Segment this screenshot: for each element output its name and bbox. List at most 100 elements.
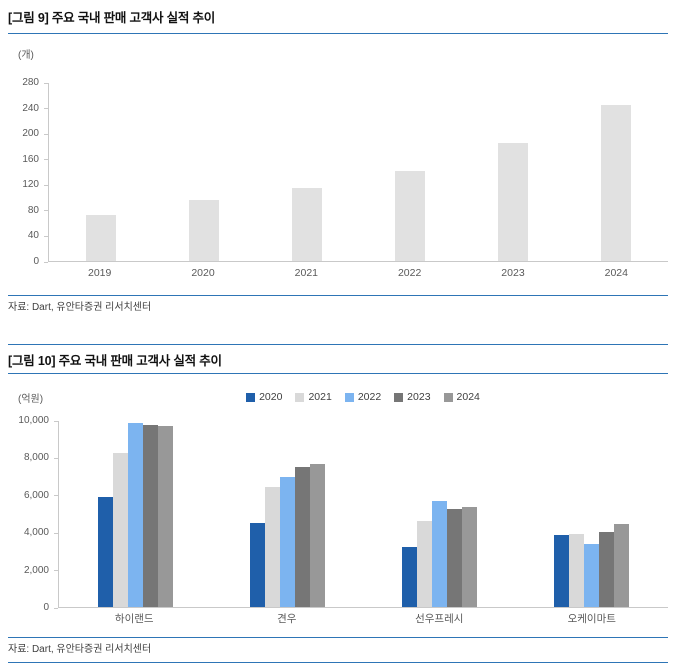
y-axis-tick-label: 160: [22, 153, 39, 165]
bar: [291, 187, 322, 261]
bar: [601, 105, 632, 261]
bar: [249, 523, 265, 607]
y-axis-tick-label: 280: [22, 77, 39, 88]
legend-swatch: [344, 392, 354, 402]
bar: [584, 543, 600, 607]
divider-line: [8, 373, 668, 374]
y-axis-tick: [54, 420, 58, 422]
y-axis: 0 2,000 4,000 6,000 8,000 10,000: [8, 415, 58, 613]
bar: [395, 170, 426, 261]
x-axis: 2019 2020 2021 2022 2023 2024: [48, 262, 668, 280]
y-axis-unit-label: (개): [18, 49, 34, 61]
bar-group: [516, 421, 668, 607]
figure10-section: [그림 10] 주요 국내 판매 고객사 실적 추이 (억원) 2020 2021…: [8, 353, 668, 663]
y-axis-tick: [44, 108, 48, 110]
y-axis-unit-label: (억원): [18, 393, 44, 405]
y-axis-tick: [44, 159, 48, 161]
bar: [402, 547, 418, 607]
y-axis-tick: [44, 133, 48, 135]
legend-label: 2021: [308, 391, 332, 403]
y-axis-tick-label: 10,000: [18, 415, 49, 426]
bar-group: [462, 83, 565, 261]
legend-label: 2024: [456, 391, 480, 403]
bar-group: [49, 83, 152, 261]
y-axis-tick-label: 6,000: [23, 489, 49, 501]
bar: [294, 466, 310, 607]
y-axis-tick-label: 2,000: [23, 564, 49, 576]
y-axis-tick-label: 4,000: [23, 527, 49, 539]
y-axis-tick: [54, 607, 58, 609]
y-axis-tick-label: 200: [22, 128, 39, 140]
x-axis-label: 견우: [277, 613, 297, 625]
y-axis-tick-label: 0: [43, 602, 49, 613]
y-axis-tick: [44, 184, 48, 186]
legend-item: 2024: [443, 391, 480, 403]
bar-group: [359, 83, 462, 261]
legend-label: 2020: [259, 391, 283, 403]
bar-group: [364, 421, 516, 607]
divider-line: [8, 295, 668, 296]
bar-group: [211, 421, 363, 607]
bar: [127, 422, 143, 607]
bar: [599, 531, 615, 607]
bar: [462, 506, 478, 607]
x-axis-label: 2024: [604, 267, 628, 279]
figure9-section: [그림 9] 주요 국내 판매 고객사 실적 추이 (개) 0 40 80 120 16…: [8, 10, 668, 345]
legend-label: 2023: [407, 391, 431, 403]
legend-swatch: [394, 392, 404, 402]
y-axis: 0 40 80 120 160 200 240 280: [8, 77, 48, 267]
x-axis-label: 2021: [294, 267, 318, 279]
bar: [569, 534, 585, 607]
bar: [142, 424, 158, 607]
figure10-chart: (억원) 2020 2021 2022 2023 2024 0 2,000 4,000 6,0…: [8, 390, 668, 626]
y-axis-tick-label: 40: [27, 230, 39, 242]
bar-group: [152, 83, 255, 261]
x-axis-label: 2023: [501, 267, 525, 279]
divider-line: [8, 637, 668, 638]
plot-area: [58, 421, 668, 608]
bar-group: [59, 421, 211, 607]
bar-group: [255, 83, 358, 261]
y-axis-tick: [44, 235, 48, 237]
y-axis-tick: [54, 532, 58, 534]
y-axis-tick: [54, 495, 58, 497]
x-axis-label: 선우프레시: [415, 613, 464, 625]
bar: [554, 535, 570, 607]
bar-group: [565, 83, 668, 261]
figure9-plot-grid: 0 40 80 120 160 200 240 280 2019 2020 2021 2022 202…: [8, 77, 668, 280]
bar: [614, 524, 630, 607]
y-axis-tick: [44, 210, 48, 212]
x-axis-label: 오케이마트: [567, 613, 616, 625]
x-axis-label: 2019: [87, 267, 112, 279]
y-axis-tick-label: 80: [27, 204, 39, 216]
y-axis-tick: [44, 261, 48, 263]
bar: [264, 487, 280, 607]
bar: [447, 509, 463, 607]
plot-area: [48, 83, 668, 262]
x-axis-label: 하이랜드: [114, 613, 154, 625]
legend-swatch: [443, 392, 453, 402]
source-note: 자료: Dart, 유안타증권 리서치센터: [8, 302, 152, 313]
y-axis-tick: [54, 570, 58, 572]
legend-item: 2022: [344, 391, 381, 403]
legend-item: 2020: [246, 391, 282, 403]
figure10-title: [그림 10] 주요 국내 판매 고객사 실적 추이: [8, 354, 222, 368]
figure9-chart-header: (개): [8, 46, 668, 61]
legend-area: 2020 2021 2022 2023 2024: [58, 391, 668, 403]
figure10-plot-grid: 0 2,000 4,000 6,000 8,000 10,000 하이랜드 견우 선우프레시 오…: [8, 415, 668, 626]
bar: [85, 215, 116, 261]
y-axis-tick-label: 240: [22, 102, 39, 114]
legend-item: 2023: [394, 391, 431, 403]
figure10-chart-header: (억원) 2020 2021 2022 2023 2024: [8, 390, 668, 405]
bar: [157, 425, 173, 607]
figure9-chart: (개) 0 40 80 120 160 200 240 280 2019 2020 2021 202…: [8, 46, 668, 280]
bar: [279, 476, 295, 607]
y-axis-tick: [54, 457, 58, 459]
bar: [188, 199, 219, 261]
y-axis-tick: [44, 82, 48, 84]
divider-line: [8, 33, 668, 34]
figure9-title: [그림 9] 주요 국내 판매 고객사 실적 추이: [8, 11, 216, 25]
y-axis-tick-label: 8,000: [23, 452, 49, 464]
y-axis-tick-label: 0: [33, 256, 39, 267]
